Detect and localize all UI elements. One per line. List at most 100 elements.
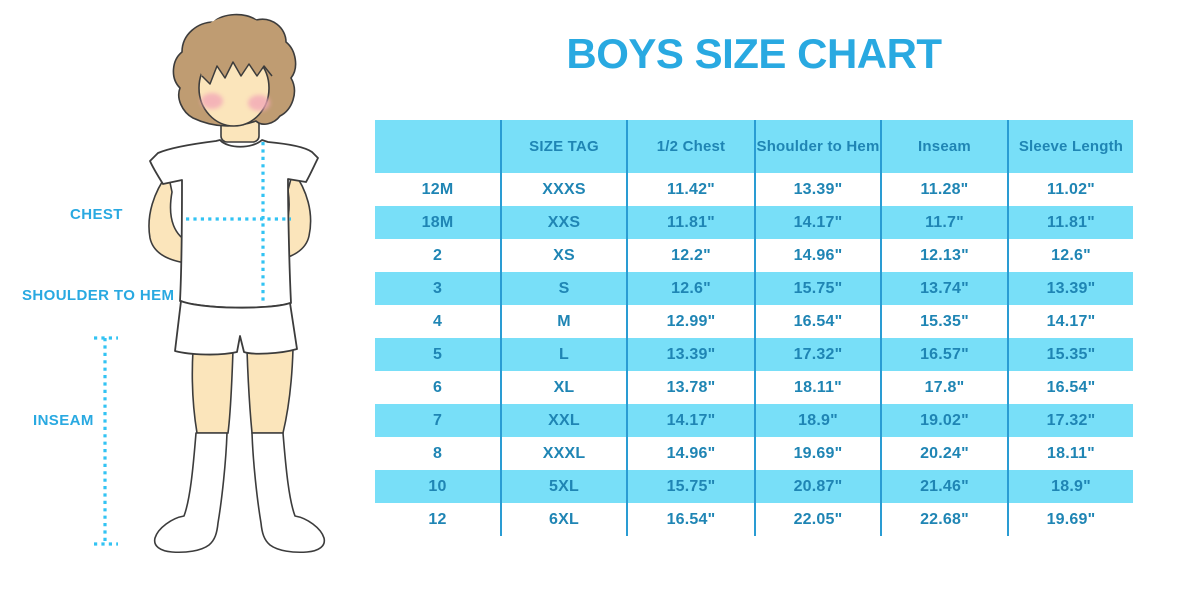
boy-left-sock [153,432,228,554]
boy-measurement-illustration [94,13,326,554]
size-tag-cell: XXS [500,206,627,239]
measurement-cell: 11.02" [1007,173,1133,206]
measurement-cell: 16.57" [880,338,1008,371]
size-tag-cell: XS [500,239,627,272]
boy-left-arm [148,172,191,264]
size-table: SIZE TAG 1/2 Chest Shoulder to Hem Inseam Sl… [375,120,1133,536]
measurement-cell: 14.17" [754,206,881,239]
header-row: SIZE TAG 1/2 Chest Shoulder to Hem Inseam Sl… [375,120,1133,173]
measurement-cell: 15.35" [1007,338,1133,371]
measurement-cell: 17.32" [1007,404,1133,437]
size-tag-cell: XXXS [500,173,627,206]
measurement-cell: 14.17" [1007,305,1133,338]
boy-right-leg [246,348,294,434]
size-tag-cell: 5XL [500,470,627,503]
measurement-cell: 11.42" [626,173,755,206]
column-header: Sleeve Length [1007,120,1133,173]
measurement-cell: 19.02" [880,404,1008,437]
size-tag-cell: M [500,305,627,338]
measurement-cell: 14.96" [626,437,755,470]
measurement-cell: 12.99" [626,305,755,338]
column-header: Shoulder to Hem [754,120,881,173]
boy-right-sock [251,432,326,554]
table-row: 3 S 12.6" 15.75" 13.74" 13.39" [375,272,1133,305]
boy-left-leg [191,349,234,434]
chest-label: CHEST [70,206,123,223]
size-cell: 12 [428,510,447,528]
size-cell: 12M [421,180,454,198]
inseam-label: INSEAM [33,412,94,429]
table-row: 2 XS 12.2" 14.96" 12.13" 12.6" [375,239,1133,272]
size-tag-cell: XXXL [500,437,627,470]
size-cell: 2 [432,246,443,264]
measurement-cell: 20.24" [880,437,1008,470]
measurement-cell: 12.2" [626,239,755,272]
measurement-cell: 15.75" [754,272,881,305]
measurement-cell: 12.13" [880,239,1008,272]
measurement-cell: 15.35" [880,305,1008,338]
size-tag-cell: XXL [500,404,627,437]
column-header: Inseam [880,120,1008,173]
measurement-cell: 18.9" [754,404,881,437]
fringe-outline [201,61,273,85]
measurement-cell: 20.87" [754,470,881,503]
table-row: 8 XXXL 14.96" 19.69" 20.24" 18.11" [375,437,1133,470]
size-tag-cell: S [500,272,627,305]
measurement-cell: 17.8" [880,371,1008,404]
size-cell: 7 [375,404,501,437]
measurement-cell: 13.74" [880,272,1008,305]
table-row: 4 M 12.99" 16.54" 15.35" 14.17" [375,305,1133,338]
table-row: 7 XXL 14.17" 18.9" 19.02" 17.32" [375,404,1133,437]
measurement-cell: 11.28" [880,173,1008,206]
measurement-cell: 13.39" [1007,272,1133,305]
measurement-cell: 11.81" [626,206,755,239]
measurement-cell: 18.11" [754,371,881,404]
boy-tshirt [149,139,319,309]
measurement-cell: 14.17" [626,404,755,437]
table-row: 6 XL 13.78" 18.11" 17.8" 16.54" [375,371,1133,404]
measurement-cell: 18.11" [1007,437,1133,470]
measurement-cell: 14.96" [754,239,881,272]
corner-header-cell [375,120,501,173]
size-cell: 18M [375,206,501,239]
size-cell: 3 [375,272,501,305]
measurement-cell: 22.05" [754,503,881,536]
boy-shorts [174,300,298,356]
size-tag-cell: XL [500,371,627,404]
table-row: 12M XXXS 11.42" 13.39" 11.28" 11.02" [375,173,1133,206]
measurement-cell: 19.69" [754,437,881,470]
column-header: SIZE TAG [500,120,627,173]
size-cell: 8 [432,444,443,462]
measurement-cell: 13.39" [754,173,881,206]
size-tag-cell: 6XL [500,503,627,536]
size-cell: 10 [375,470,501,503]
table-row: 5 L 13.39" 17.32" 16.57" 15.35" [375,338,1133,371]
measurement-cell: 17.32" [754,338,881,371]
measurement-cell: 11.81" [1007,206,1133,239]
shoulder-to-hem-label: SHOULDER TO HEM [22,287,175,304]
measurement-cell: 16.54" [1007,371,1133,404]
table-row: 18M XXS 11.81" 14.17" 11.7" 11.81" [375,206,1133,239]
table-row: 12 6XL 16.54" 22.05" 22.68" 19.69" [375,503,1133,536]
measurement-cell: 16.54" [754,305,881,338]
measurement-cell: 13.78" [626,371,755,404]
size-tag-cell: L [500,338,627,371]
measurement-cell: 12.6" [626,272,755,305]
measurement-cell: 18.9" [1007,470,1133,503]
measurement-cell: 16.54" [626,503,755,536]
column-header: 1/2 Chest [626,120,755,173]
table-row: 10 5XL 15.75" 20.87" 21.46" 18.9" [375,470,1133,503]
measurement-cell: 22.68" [880,503,1008,536]
page-title: BOYS SIZE CHART [566,30,942,77]
size-cell: 5 [375,338,501,371]
measurement-cell: 12.6" [1007,239,1133,272]
measurement-cell: 21.46" [880,470,1008,503]
measurement-cell: 15.75" [626,470,755,503]
size-cell: 4 [432,312,443,330]
blush-left [201,93,223,109]
measurement-cell: 13.39" [626,338,755,371]
blush-right [248,95,270,111]
measurement-cell: 11.7" [880,206,1008,239]
size-cell: 6 [432,378,443,396]
measurement-cell: 19.69" [1007,503,1133,536]
